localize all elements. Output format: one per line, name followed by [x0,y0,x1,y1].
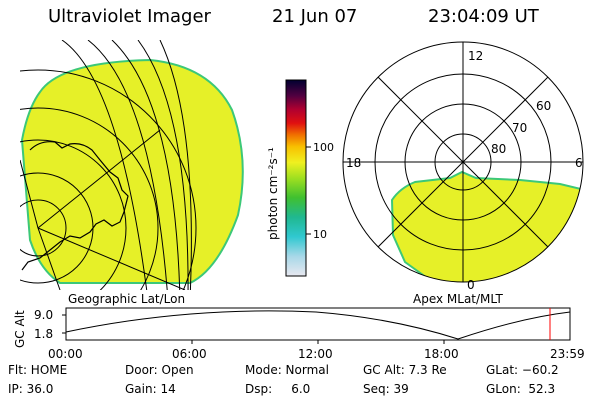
time-label: 23:04:09 UT [428,6,539,27]
mlt-labels: 12 18 6 0 [346,49,583,292]
altitude-ytick-high: 9.0 [34,308,53,322]
altitude-xtick-1800: 18:00 [424,347,459,361]
meridian-lines [20,129,186,290]
mlt-label-6: 6 [575,156,583,170]
left-map-caption: Geographic Lat/Lon [68,292,185,306]
colorbar-tick-10: 10 [313,228,327,241]
coastline [21,141,129,271]
status-gc-alt: GC Alt: 7.3 Re [363,363,447,377]
altitude-xtick-0000: 00:00 [48,347,83,361]
longitude-lines [61,40,192,290]
mlat-labels: 60 70 80 [491,99,551,156]
mlt-label-18: 18 [346,156,361,170]
mlt-lines [343,42,583,282]
date-label: 21 Jun 07 [272,6,358,27]
colorbar: 100 10 photon cm⁻²s⁻¹ [266,79,334,277]
status-glon: GLon: 52.3 [486,382,556,396]
colorbar-scale [285,79,307,277]
status-gain: Gain: 14 [125,382,176,396]
altitude-xtick-0600: 06:00 [172,347,207,361]
altitude-xtick-2359: 23:59 [550,347,585,361]
altitude-plot: GC Alt 9.0 1.8 00:00 06:00 12:00 18:00 2… [13,307,585,361]
geographic-map: Geographic Lat/Lon [20,40,244,306]
status-mode: Mode: Normal [245,363,329,377]
colorbar-unit-label: photon cm⁻²s⁻¹ [266,147,280,240]
aurora-image-geographic [20,58,244,284]
colorbar-tick-100: 100 [313,141,334,154]
altitude-ylabel: GC Alt [13,310,27,348]
instrument-title: Ultraviolet Imager [48,6,211,27]
status-ip: IP: 36.0 [8,382,54,396]
status-dsp: Dsp: 6.0 [245,382,311,396]
altitude-trace [65,310,571,340]
status-glat: GLat: −60.2 [486,363,559,377]
mlt-label-0: 0 [467,278,475,292]
altitude-xtick-1200: 12:00 [298,347,333,361]
mlat-label-60: 60 [536,99,551,113]
mlat-label-70: 70 [512,121,527,135]
apex-polar-map: 12 18 6 0 60 70 80 Apex MLat/MLT [342,41,584,306]
status-door: Door: Open [125,363,194,377]
status-flt: Flt: HOME [8,363,68,377]
mlat-label-80: 80 [491,142,506,156]
altitude-ytick-low: 1.8 [34,327,53,341]
status-seq: Seq: 39 [363,382,409,396]
aurora-image-apex [390,170,583,282]
mlt-label-12: 12 [468,49,483,63]
right-map-caption: Apex MLat/MLT [413,292,503,306]
